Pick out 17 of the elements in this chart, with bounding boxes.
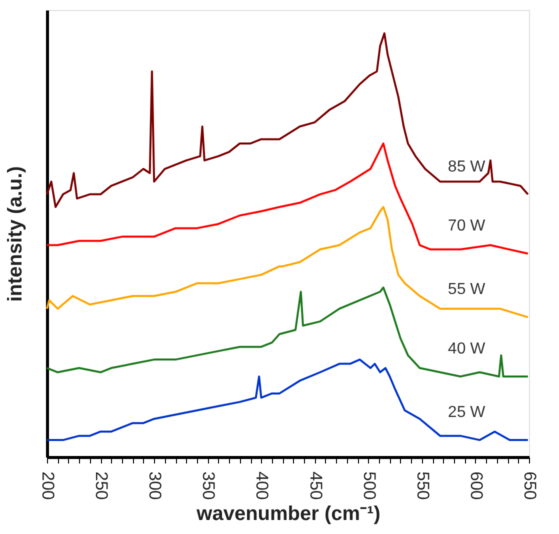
x-tick-label: 300 xyxy=(146,472,165,500)
x-tick-label: 350 xyxy=(199,472,218,500)
x-tick-label: 550 xyxy=(413,472,432,500)
y-axis-title: intensity (a.u.) xyxy=(4,166,26,302)
series-label: 25 W xyxy=(448,404,486,422)
series-label: 40 W xyxy=(448,340,486,358)
x-tick-label: 400 xyxy=(252,472,272,500)
series-label: 85 W xyxy=(448,158,486,176)
x-axis-title: wavenumber (cm⁻¹) xyxy=(196,502,380,525)
series-label: 70 W xyxy=(448,218,486,235)
x-tick-label: 500 xyxy=(360,472,379,500)
x-tick-label: 250 xyxy=(92,472,112,500)
x-tick-label: 600 xyxy=(466,472,486,500)
x-tick-label: 200 xyxy=(38,472,58,500)
x-tick-label: 450 xyxy=(306,472,326,500)
series-label: 55 W xyxy=(448,281,486,298)
x-tick-label: 650 xyxy=(520,472,540,500)
